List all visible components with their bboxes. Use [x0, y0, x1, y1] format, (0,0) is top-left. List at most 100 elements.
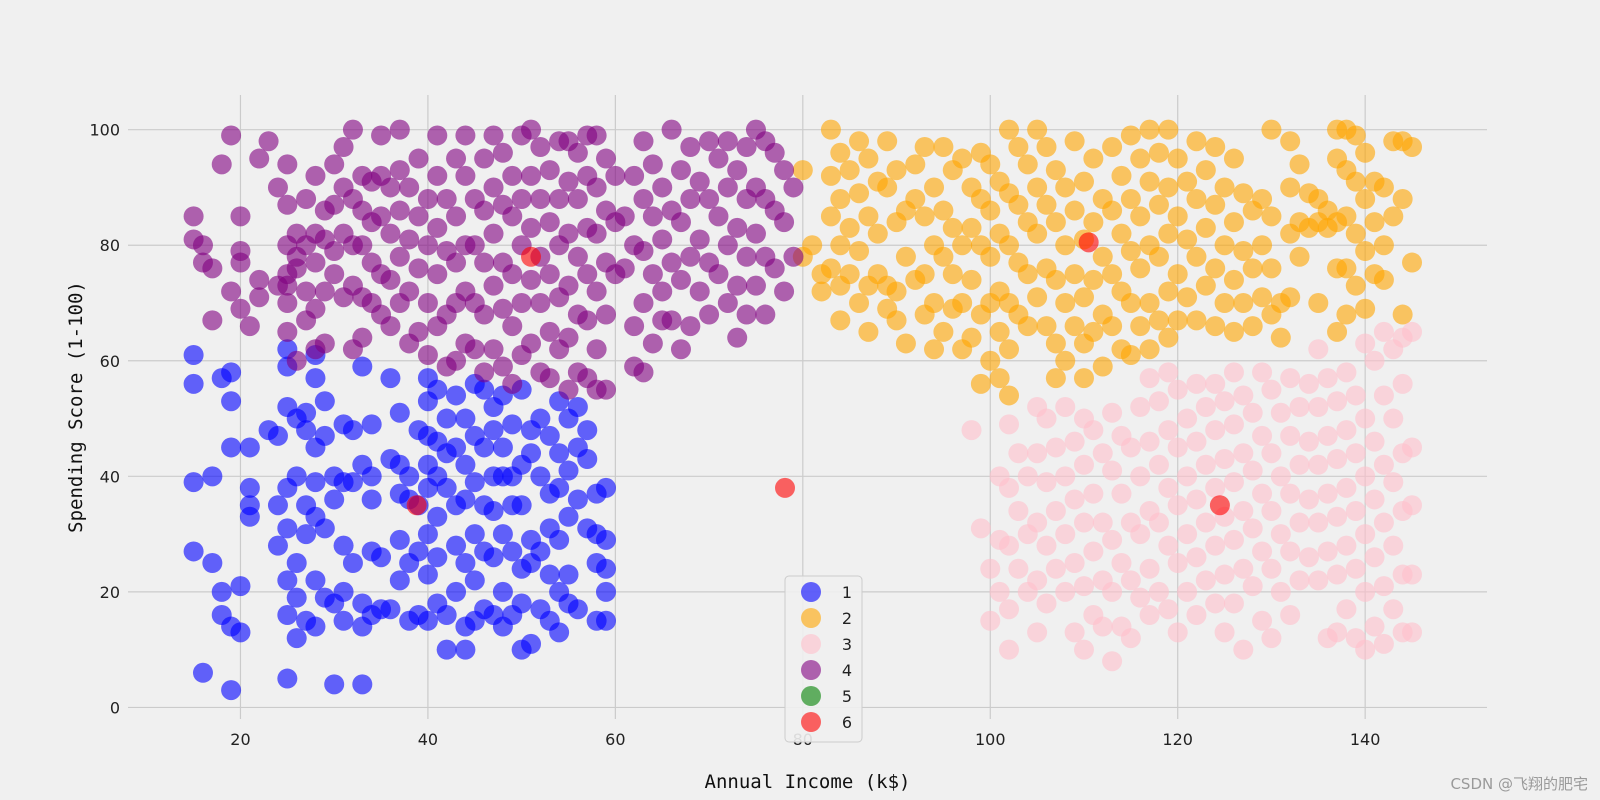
data-point [1064, 200, 1085, 221]
data-point [558, 460, 579, 481]
y-tick-label: 100 [89, 121, 120, 140]
data-point [1036, 137, 1057, 157]
data-point [1045, 269, 1066, 290]
data-point [305, 165, 326, 186]
data-point [774, 160, 795, 181]
data-point [1073, 639, 1094, 660]
data-point [389, 402, 410, 423]
data-point [1270, 524, 1291, 545]
data-point [230, 576, 251, 597]
data-point [830, 142, 851, 163]
data-point [1167, 622, 1188, 643]
data-point [1102, 200, 1123, 221]
data-point [324, 194, 345, 215]
data-point [999, 235, 1020, 256]
data-point [1120, 570, 1141, 591]
series-4 [183, 119, 804, 400]
data-point [1327, 564, 1348, 585]
data-point [1373, 633, 1394, 654]
data-point [333, 581, 354, 602]
data-point [1073, 454, 1094, 475]
data-point [1280, 177, 1301, 198]
data-point [1355, 142, 1376, 163]
data-point [202, 310, 223, 331]
data-point [296, 281, 317, 302]
data-point [1261, 206, 1282, 227]
data-point [483, 420, 504, 441]
data-point [239, 506, 260, 527]
data-point [483, 125, 504, 146]
data-point [492, 437, 513, 458]
data-point [1139, 431, 1160, 452]
data-point [1195, 217, 1216, 238]
data-point [361, 489, 382, 510]
data-point [1102, 581, 1123, 602]
data-point [708, 206, 729, 227]
data-point [239, 437, 260, 458]
data-point [595, 558, 616, 579]
data-point [577, 264, 598, 285]
data-point [1186, 605, 1207, 625]
data-point [689, 229, 710, 250]
data-point [530, 466, 551, 487]
data-point [464, 235, 485, 256]
data-point [999, 599, 1020, 620]
data-point [1345, 125, 1366, 146]
data-point [727, 160, 748, 181]
data-point [680, 137, 701, 157]
data-point [221, 362, 242, 383]
data-point [286, 350, 307, 371]
data-point [417, 189, 438, 209]
data-point [1298, 547, 1319, 568]
data-point [549, 443, 570, 464]
data-point [399, 177, 420, 198]
data-point [1083, 269, 1104, 290]
x-tick-label: 140 [1350, 730, 1381, 749]
data-point [877, 177, 898, 198]
legend-marker [801, 582, 821, 602]
data-point [1158, 420, 1179, 441]
data-point [305, 368, 326, 389]
data-point [783, 177, 804, 198]
data-point [1092, 356, 1113, 377]
data-point [408, 206, 429, 227]
data-point [1261, 628, 1282, 649]
data-point [1373, 454, 1394, 475]
data-point [820, 165, 841, 186]
data-point [183, 541, 204, 562]
data-point [1233, 293, 1254, 313]
data-point [680, 189, 701, 209]
data-point [1402, 252, 1423, 273]
data-point [736, 246, 757, 267]
data-point [1167, 379, 1188, 400]
data-point [1177, 581, 1198, 602]
data-point [586, 339, 607, 360]
data-point [914, 137, 935, 157]
legend-marker [801, 660, 821, 680]
data-point [1167, 495, 1188, 516]
data-point [1008, 501, 1029, 521]
series-3 [961, 321, 1423, 672]
data-point [999, 414, 1020, 435]
data-point [933, 321, 954, 342]
data-point [1223, 472, 1244, 493]
data-point [1308, 570, 1329, 591]
data-point [558, 171, 579, 192]
data-point [296, 189, 317, 209]
data-point [1280, 541, 1301, 562]
data-point [1355, 466, 1376, 487]
data-point [858, 321, 879, 342]
data-point [1252, 235, 1273, 256]
data-point [511, 189, 532, 209]
data-point [549, 622, 570, 643]
data-point [1214, 449, 1235, 469]
data-point [680, 316, 701, 337]
data-point [389, 529, 410, 550]
data-point [1111, 165, 1132, 186]
data-point [1223, 148, 1244, 169]
data-point [1111, 483, 1132, 504]
data-point [924, 293, 945, 313]
data-point [1233, 385, 1254, 406]
data-point [820, 206, 841, 227]
data-point [1345, 223, 1366, 244]
